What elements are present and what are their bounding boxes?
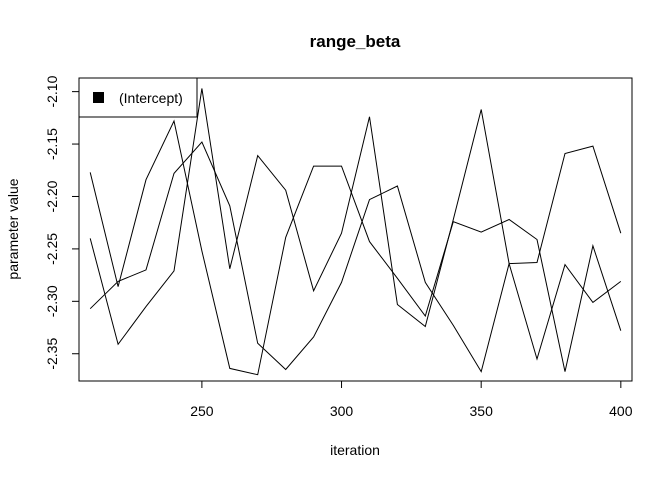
y-tick-label: -2.20 xyxy=(44,180,60,212)
x-tick-label: 350 xyxy=(470,403,494,419)
y-tick-label: -2.10 xyxy=(44,75,60,107)
plot-frame xyxy=(78,77,633,382)
y-tick-label: -2.35 xyxy=(44,338,60,370)
legend-key-swatch xyxy=(93,92,104,103)
y-tick-label: -2.15 xyxy=(44,128,60,160)
y-axis: -2.10 -2.15 -2.20 -2.25 -2.30 -2.35 xyxy=(44,75,80,370)
series-layer xyxy=(89,88,622,376)
y-axis-label: parameter value xyxy=(5,178,21,279)
x-axis-label: iteration xyxy=(330,442,380,458)
chart-title: range_beta xyxy=(310,32,401,51)
legend: (Intercept) xyxy=(78,77,198,118)
x-axis: 250 300 350 400 xyxy=(190,380,633,419)
y-tick-label: -2.30 xyxy=(44,285,60,317)
x-tick-label: 250 xyxy=(190,403,214,419)
legend-entry-intercept: (Intercept) xyxy=(119,90,183,106)
y-tick-label: -2.25 xyxy=(44,233,60,265)
x-tick-label: 400 xyxy=(609,403,633,419)
x-tick-label: 300 xyxy=(330,403,354,419)
series-line-1 xyxy=(89,119,622,376)
series-line-3 xyxy=(89,141,622,373)
series-line-2 xyxy=(89,88,622,346)
